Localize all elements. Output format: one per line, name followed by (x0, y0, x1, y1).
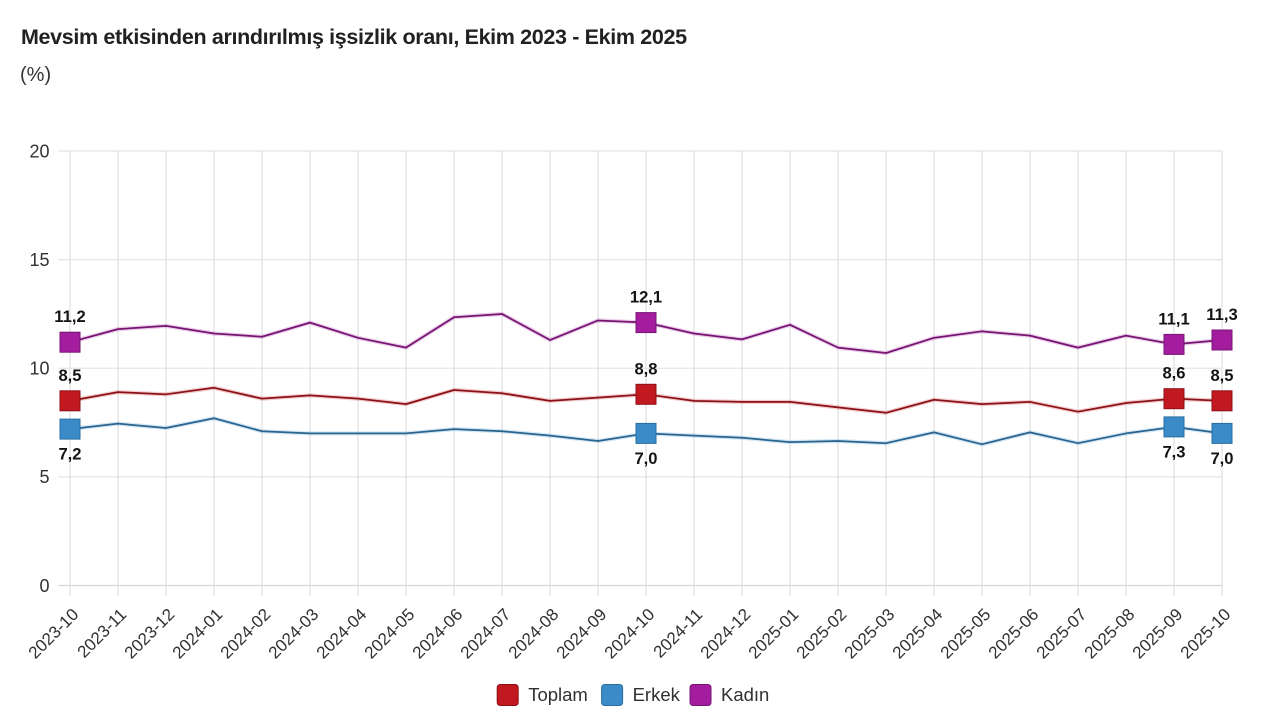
svg-text:15: 15 (29, 250, 49, 270)
svg-text:8,8: 8,8 (634, 359, 657, 378)
svg-text:8,5: 8,5 (1210, 366, 1233, 385)
svg-text:5: 5 (39, 467, 49, 487)
svg-text:0: 0 (39, 576, 49, 596)
svg-text:7,0: 7,0 (1210, 449, 1233, 468)
svg-text:10: 10 (29, 359, 49, 379)
svg-text:7,0: 7,0 (634, 449, 657, 468)
svg-text:Erkek: Erkek (633, 684, 681, 705)
svg-text:7,3: 7,3 (1162, 442, 1185, 461)
svg-text:8,5: 8,5 (58, 366, 81, 385)
svg-text:20: 20 (29, 141, 49, 161)
svg-text:8,6: 8,6 (1162, 364, 1185, 383)
svg-text:Mevsim etkisinden arındırılmış: Mevsim etkisinden arındırılmış işsizlik … (21, 25, 687, 49)
svg-text:Toplam: Toplam (528, 684, 588, 705)
svg-text:Kadın: Kadın (721, 684, 769, 705)
svg-text:(%): (%) (20, 64, 51, 86)
svg-text:12,1: 12,1 (630, 288, 662, 307)
svg-text:11,1: 11,1 (1158, 309, 1189, 328)
svg-text:11,2: 11,2 (54, 307, 85, 326)
svg-text:11,3: 11,3 (1206, 305, 1237, 324)
svg-text:7,2: 7,2 (58, 445, 81, 464)
